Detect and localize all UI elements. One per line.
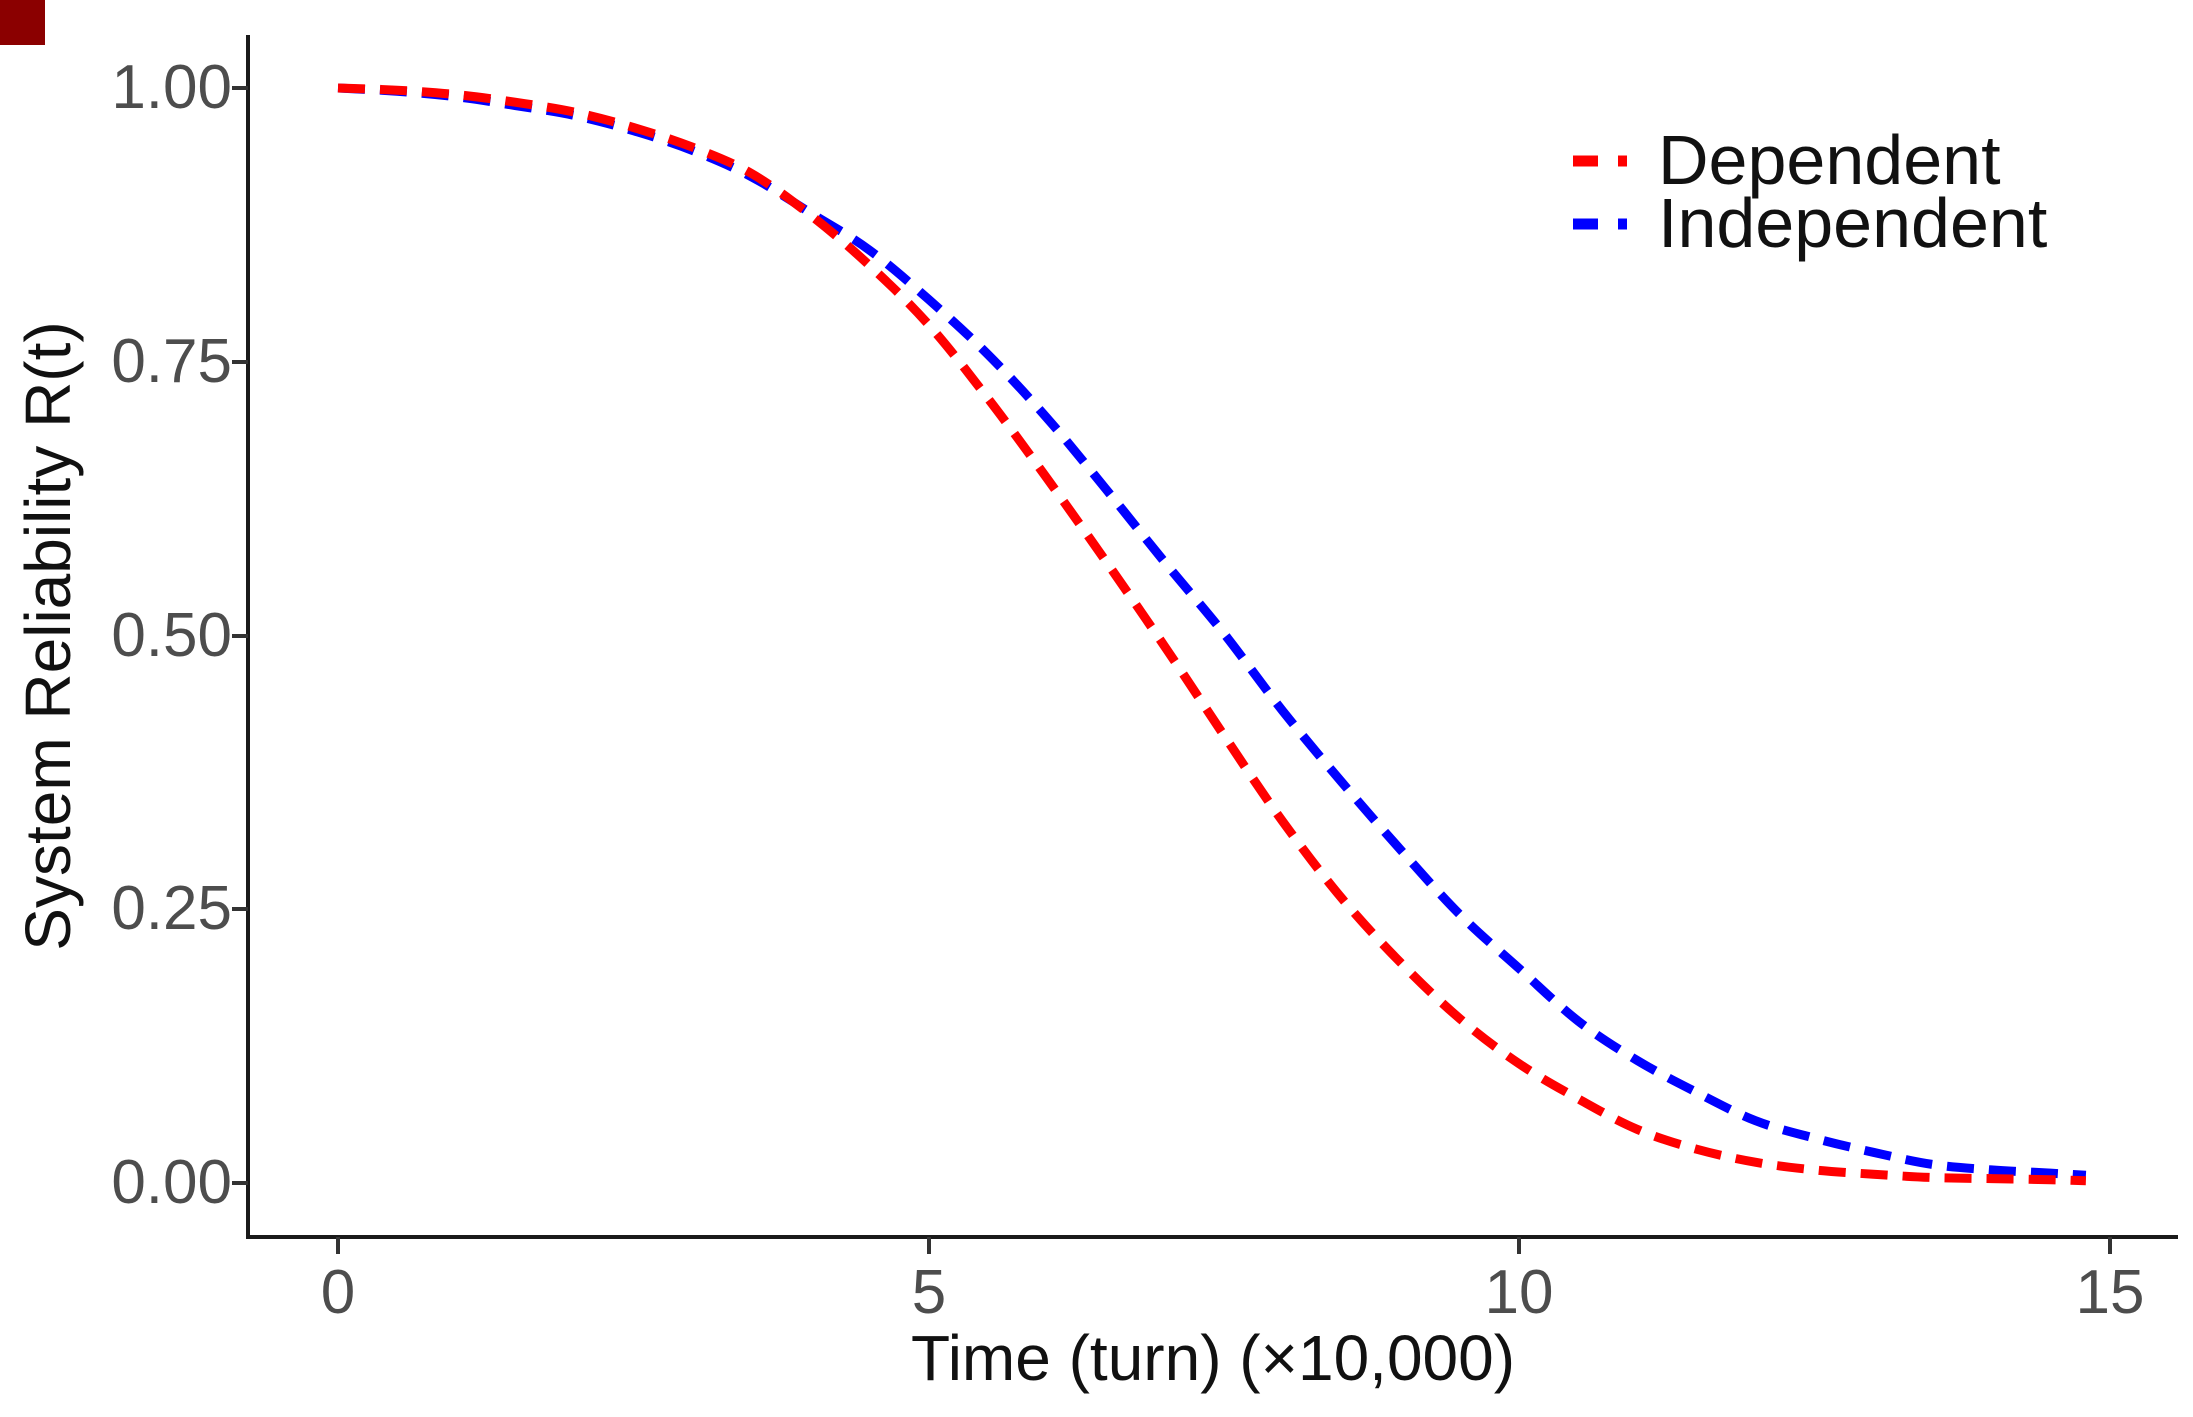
- x-tick-label: 10: [1484, 1258, 1554, 1327]
- x-tick-label: 15: [2075, 1258, 2145, 1327]
- curves-group: [337, 83, 2087, 1186]
- x-tick-label: 5: [911, 1258, 947, 1327]
- y-tick-label: 0.25: [111, 874, 232, 943]
- x-tick-label: 0: [320, 1258, 356, 1327]
- y-tick-label: 0.75: [111, 327, 232, 396]
- dependent-curve: [337, 83, 2087, 1186]
- y-axis-title: System Reliability R(t): [12, 321, 84, 950]
- corner-marker: [0, 0, 45, 45]
- legend: Dependent Independent: [1560, 110, 2080, 258]
- y-tick-label: 0.00: [111, 1148, 232, 1217]
- independent-curve: [337, 83, 2087, 1180]
- legend-label-independent: Independent: [1658, 184, 2048, 262]
- x-axis-title: Time (turn) (×10,000): [910, 1322, 1516, 1394]
- independent-key-line-icon: [1573, 218, 1631, 230]
- legend-label-dependent: Dependent: [1658, 121, 2001, 199]
- dependent-key-line-icon: [1573, 155, 1631, 167]
- y-tick-label: 1.00: [111, 53, 232, 122]
- y-tick-label: 0.50: [111, 601, 232, 670]
